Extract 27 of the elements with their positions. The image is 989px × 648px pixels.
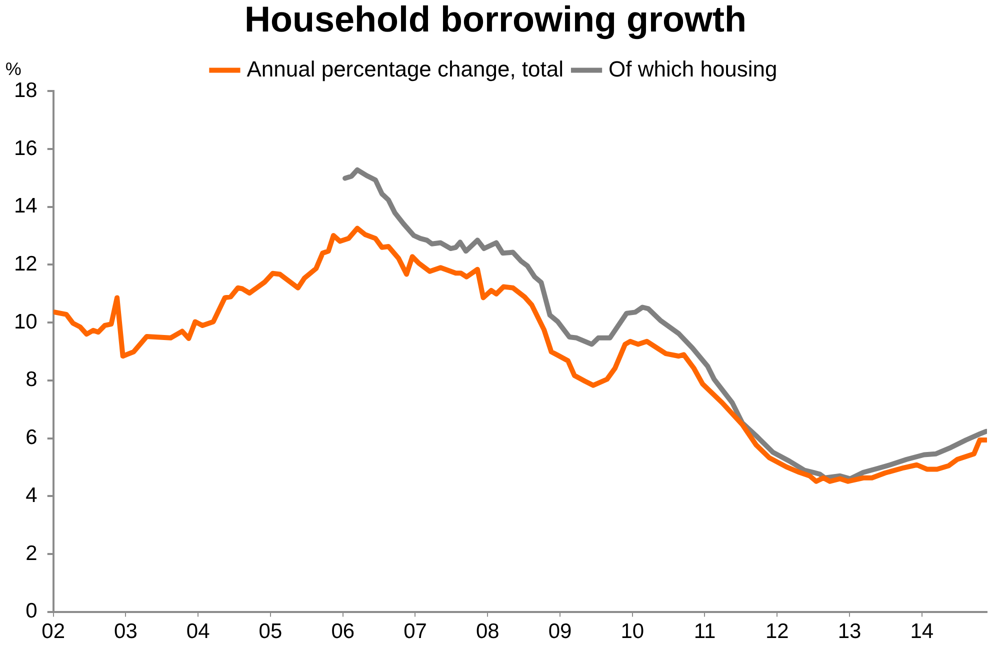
x-tick-label: 07 <box>404 620 427 644</box>
x-tick-label: 04 <box>186 620 210 644</box>
legend-label: Annual percentage change, total <box>246 56 564 82</box>
x-tick-label: 06 <box>331 620 355 644</box>
x-tick-label: 03 <box>114 620 138 644</box>
y-tick-label: 0 <box>26 600 38 623</box>
legend-label: Of which housing <box>608 56 778 82</box>
y-tick-label: 6 <box>26 426 38 450</box>
x-tick-label: 11 <box>694 620 716 644</box>
y-tick-label: 2 <box>26 542 38 565</box>
y-tick-label: 12 <box>14 252 38 276</box>
y-tick-label: 16 <box>14 136 38 160</box>
y-tick-label: 14 <box>14 194 38 218</box>
y-tick-label: 18 <box>14 78 38 102</box>
x-tick-label: 10 <box>620 620 644 644</box>
y-tick-label: 10 <box>14 310 38 334</box>
x-tick-label: 09 <box>548 620 572 644</box>
x-tick-label: 12 <box>765 620 789 644</box>
x-tick-label: 14 <box>910 620 934 644</box>
y-tick-label: 8 <box>26 368 38 392</box>
x-tick-label: 08 <box>476 620 500 644</box>
x-tick-label: 05 <box>258 620 282 644</box>
y-axis-title: % <box>5 59 22 80</box>
x-tick-label: 02 <box>42 620 66 644</box>
x-tick-label: 13 <box>838 620 862 644</box>
y-tick-label: 4 <box>26 484 38 507</box>
chart-title: Household borrowing growth <box>244 0 746 40</box>
